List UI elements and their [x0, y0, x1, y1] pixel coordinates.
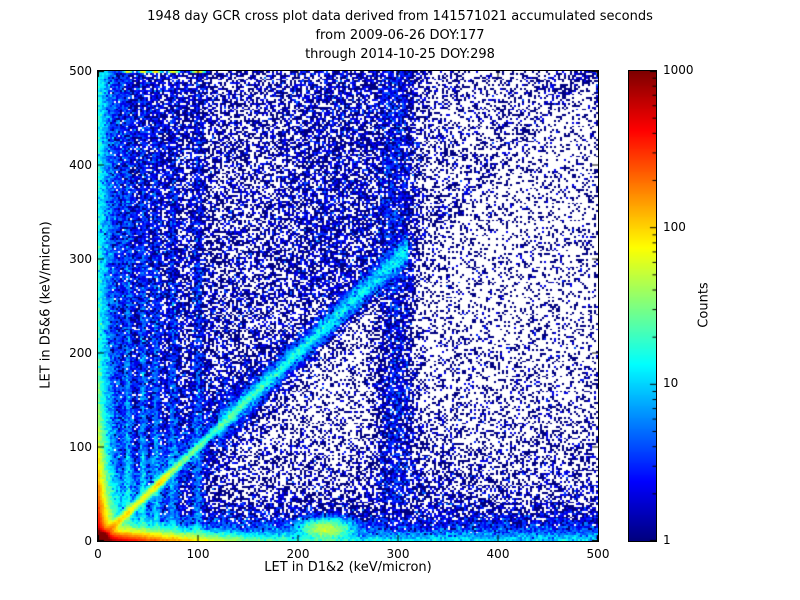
colorbar-tick-label: 1000: [663, 63, 694, 77]
y-tick-label: 200: [69, 346, 92, 360]
chart-title-line-1: 1948 day GCR cross plot data derived fro…: [147, 9, 653, 24]
x-tick-label: 500: [586, 547, 610, 561]
x-tick-label: 400: [486, 547, 510, 561]
y-tick-label: 500: [69, 64, 92, 78]
y-tick-label: 400: [69, 158, 92, 172]
chart-title: 1948 day GCR cross plot data derived fro…: [0, 7, 800, 64]
y-tick-label: 100: [69, 440, 92, 454]
colorbar-tick-label: 10: [663, 376, 679, 391]
x-tick-label: 200: [286, 547, 310, 561]
x-tick-label: 100: [186, 547, 210, 561]
x-tick-label: 0: [94, 547, 102, 561]
chart-title-line-3: through 2014-10-25 DOY:298: [305, 47, 495, 62]
colorbar-label: Counts: [696, 282, 712, 328]
scatter-density-plot: [97, 70, 599, 542]
y-tick-label: 300: [69, 252, 92, 266]
x-tick-label: 300: [386, 547, 410, 561]
chart-title-line-2: from 2009-06-26 DOY:177: [315, 28, 485, 43]
x-axis-label: LET in D1&2 (keV/micron): [264, 560, 432, 575]
colorbar: [628, 70, 657, 542]
y-axis-label: LET in D5&6 (keV/micron): [38, 221, 54, 389]
colorbar-tick-label: 1: [663, 533, 671, 547]
y-tick-label: 0: [84, 534, 92, 548]
colorbar-tick-label: 100: [663, 219, 686, 234]
